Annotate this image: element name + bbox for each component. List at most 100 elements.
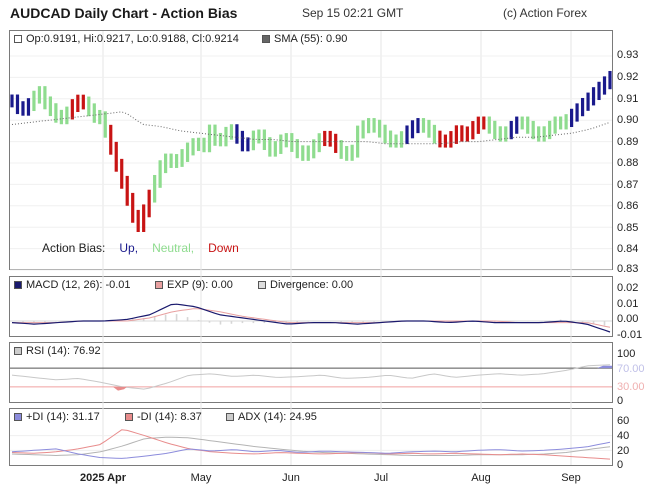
minus-di-legend: -DI (14): 8.37 xyxy=(125,411,202,423)
price-y-tick: 0.93 xyxy=(617,49,639,61)
divergence-swatch xyxy=(258,281,266,289)
price-y-tick: 0.88 xyxy=(617,157,639,169)
price-bar-neutral xyxy=(164,153,168,174)
price-bar-neutral xyxy=(185,142,190,162)
sma-line xyxy=(11,111,611,145)
price-bar-down xyxy=(76,94,80,113)
price-bar-down xyxy=(476,116,480,134)
x-tick-jul: Jul xyxy=(373,472,389,484)
divergence-bar xyxy=(384,321,386,322)
price-bar-down xyxy=(147,189,151,218)
divergence-bar xyxy=(164,314,167,322)
divergence-bar xyxy=(362,321,364,323)
price-bar-neutral xyxy=(158,160,162,188)
price-bar-down xyxy=(449,131,453,148)
neutral-label: Neutral, xyxy=(152,241,195,255)
price-bar-neutral xyxy=(526,116,530,134)
exp-swatch xyxy=(155,281,163,289)
price-bar-down xyxy=(109,124,113,155)
price-bar-neutral xyxy=(191,138,195,156)
price-y-tick: 0.87 xyxy=(617,179,639,191)
price-bar-neutral xyxy=(59,109,63,125)
sma-legend: SMA (55): 0.90 xyxy=(262,33,347,45)
divergence-bar xyxy=(22,321,24,323)
price-y-tick: 0.89 xyxy=(617,136,639,148)
copyright: (c) Action Forex xyxy=(503,6,588,20)
price-bar-neutral xyxy=(553,116,557,134)
price-bar-neutral xyxy=(98,109,102,125)
price-bar-down xyxy=(70,99,74,120)
rsi-legend: RSI (14): 76.92 xyxy=(14,345,101,357)
rsi-panel xyxy=(9,342,613,403)
exp-legend-text: EXP (9): 0.00 xyxy=(167,279,233,291)
price-bar-neutral xyxy=(224,126,228,147)
price-bar-neutral xyxy=(361,120,365,139)
price-bar-down xyxy=(136,209,140,233)
price-bar-neutral xyxy=(103,111,107,138)
price-bar-up xyxy=(410,120,415,139)
divergence-bar xyxy=(548,320,551,322)
price-bar-up xyxy=(26,98,31,116)
divergence-bar xyxy=(592,321,595,324)
plus-di-line xyxy=(11,441,611,459)
price-bar-neutral xyxy=(37,86,42,104)
divergence-bar xyxy=(340,321,342,322)
price-bar-neutral xyxy=(180,149,184,167)
adx-y-tick: 0 xyxy=(617,459,624,471)
plus-di-legend-text: +DI (14): 31.17 xyxy=(26,411,100,423)
adx-y-tick: 40 xyxy=(617,430,630,442)
price-bar-neutral xyxy=(427,119,431,138)
price-bar-neutral xyxy=(262,129,266,151)
adx-y-tick: 60 xyxy=(617,415,630,427)
price-bar-up xyxy=(509,120,513,140)
price-bar-neutral xyxy=(229,124,234,140)
price-bar-neutral xyxy=(350,144,354,161)
chart-title: AUDCAD Daily Chart - Action Bias xyxy=(10,5,238,21)
price-bar-neutral xyxy=(399,131,404,148)
price-bar-neutral xyxy=(65,106,69,125)
price-bar-neutral xyxy=(290,133,294,152)
price-bar-neutral xyxy=(564,114,568,130)
price-bar-neutral xyxy=(169,153,173,168)
x-tick-may: May xyxy=(190,472,212,484)
divergence-bar xyxy=(44,321,46,323)
price-bar-neutral xyxy=(257,129,261,144)
divergence-bar xyxy=(537,321,540,322)
minus-di-swatch xyxy=(125,413,133,421)
price-bar-neutral xyxy=(432,124,437,144)
price-bar-neutral xyxy=(268,137,272,157)
price-bar-down xyxy=(438,130,442,148)
divergence-bar xyxy=(603,321,606,326)
action-bias-legend: Action Bias: Up, Neutral, Down xyxy=(42,241,239,255)
price-bar-neutral xyxy=(487,116,491,134)
divergence-bar xyxy=(252,321,255,324)
rsi-overbought-fill xyxy=(597,365,612,369)
price-bar-up xyxy=(597,81,601,101)
price-bar-neutral xyxy=(531,120,535,140)
divergence-bar xyxy=(230,321,233,324)
minus-di-line xyxy=(11,429,611,460)
price-bar-neutral xyxy=(498,126,502,142)
divergence-bar xyxy=(373,321,375,322)
price-bar-up xyxy=(21,101,25,116)
price-bar-neutral xyxy=(537,126,541,142)
x-tick-aug: Aug xyxy=(471,472,491,484)
rsi-y-tick: 100 xyxy=(617,348,636,360)
price-bar-down xyxy=(471,121,475,140)
price-y-tick: 0.83 xyxy=(617,263,639,275)
macd-y-tick: -0.01 xyxy=(617,329,643,341)
price-y-tick: 0.92 xyxy=(617,71,639,83)
price-bar-neutral xyxy=(218,132,223,147)
macd-legend-text: MACD (12, 26): -0.01 xyxy=(26,279,131,291)
price-bar-neutral xyxy=(559,116,563,130)
price-bar-neutral xyxy=(312,139,316,159)
price-bar-neutral xyxy=(493,120,497,140)
divergence-bar xyxy=(186,317,189,322)
price-bar-neutral xyxy=(306,145,310,161)
price-bar-neutral xyxy=(153,174,157,203)
price-bar-neutral xyxy=(32,90,36,112)
adx-swatch xyxy=(226,413,234,421)
divergence-bar xyxy=(11,321,13,322)
timestamp: Sep 15 02:21 GMT xyxy=(302,6,404,20)
adx-line xyxy=(11,436,611,457)
